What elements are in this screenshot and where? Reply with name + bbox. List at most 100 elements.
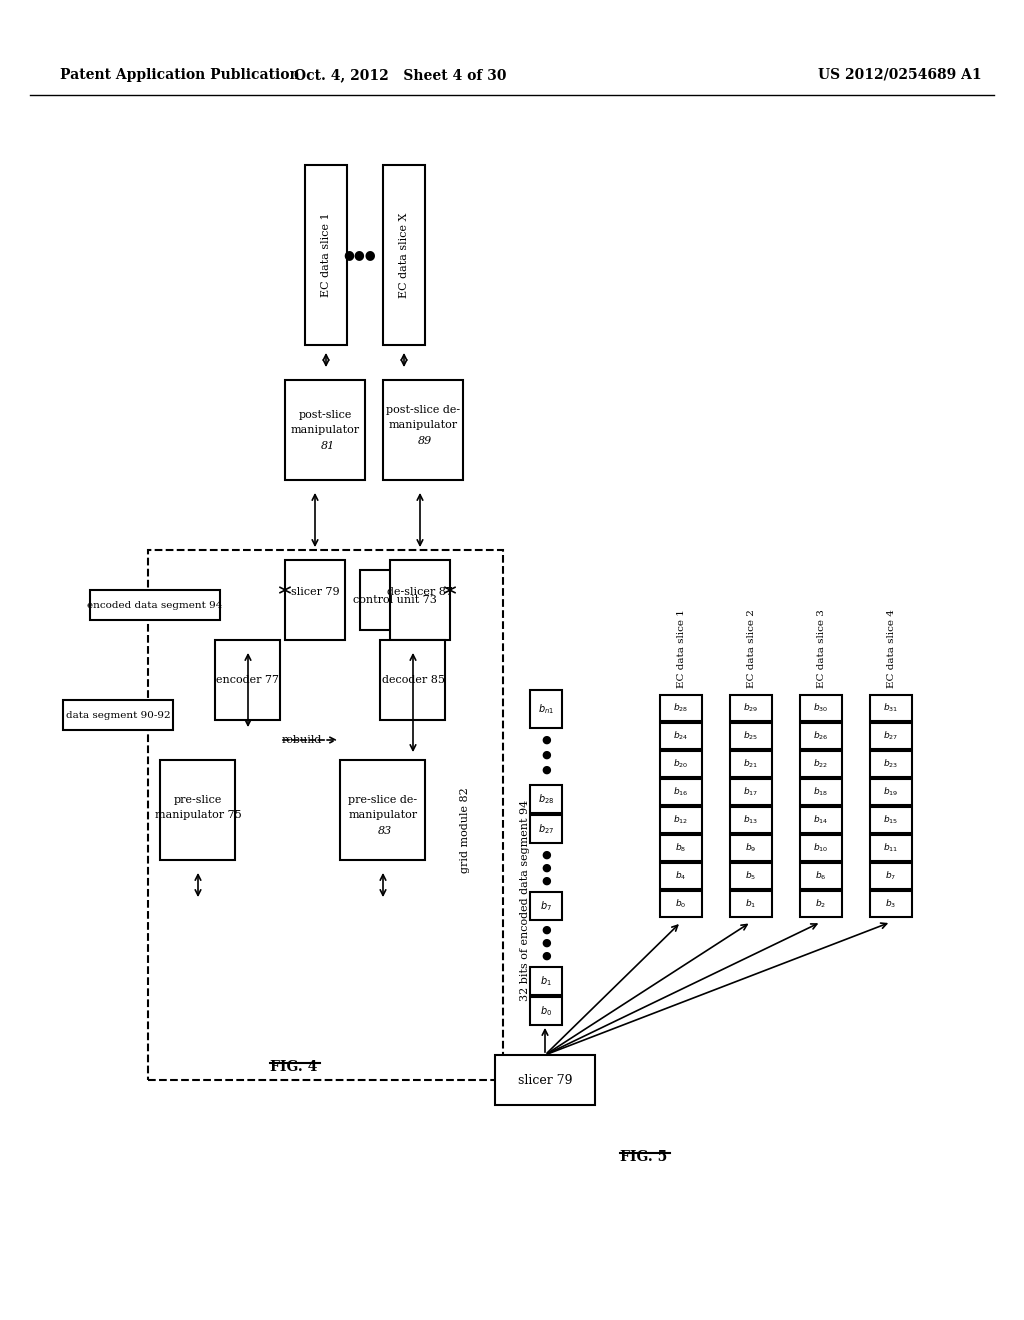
Text: EC data slice 2: EC data slice 2: [746, 609, 756, 688]
Text: $b_1$: $b_1$: [745, 898, 757, 911]
Text: $b_{27}$: $b_{27}$: [884, 730, 899, 742]
Text: EC data slice 4: EC data slice 4: [887, 609, 896, 688]
Text: slicer 79: slicer 79: [518, 1073, 572, 1086]
Bar: [160, 760, 234, 861]
Text: 81: 81: [321, 441, 335, 451]
Bar: [870, 723, 912, 748]
Text: EC data slice X: EC data slice X: [399, 213, 409, 298]
Text: $b_{20}$: $b_{20}$: [674, 758, 689, 771]
Bar: [383, 165, 425, 345]
Text: rebuild: rebuild: [282, 735, 323, 744]
Bar: [660, 723, 702, 748]
Text: $b_{13}$: $b_{13}$: [743, 813, 759, 826]
Text: manipulator: manipulator: [291, 425, 359, 436]
Text: EC data slice 1: EC data slice 1: [677, 609, 685, 688]
Text: $b_{16}$: $b_{16}$: [673, 785, 689, 799]
Bar: [530, 690, 562, 729]
Text: grid module 82: grid module 82: [460, 787, 470, 873]
Bar: [870, 836, 912, 861]
Text: $b_{26}$: $b_{26}$: [813, 730, 828, 742]
Text: pre-slice de-: pre-slice de-: [348, 795, 418, 805]
Text: $b_{23}$: $b_{23}$: [884, 758, 899, 771]
Text: $b_{15}$: $b_{15}$: [884, 813, 899, 826]
Bar: [530, 997, 562, 1026]
Text: ●: ●: [541, 850, 551, 861]
Text: $b_5$: $b_5$: [745, 870, 757, 882]
Text: $b_6$: $b_6$: [815, 870, 826, 882]
Bar: [800, 836, 842, 861]
Text: $b_{19}$: $b_{19}$: [884, 785, 899, 799]
Text: $b_{18}$: $b_{18}$: [813, 785, 828, 799]
Text: $b_3$: $b_3$: [886, 898, 897, 911]
Bar: [285, 560, 345, 640]
Text: 83: 83: [378, 826, 392, 836]
Bar: [800, 863, 842, 888]
Text: post-slice de-: post-slice de-: [386, 405, 460, 414]
Bar: [730, 696, 772, 721]
Text: $b_{10}$: $b_{10}$: [813, 842, 828, 854]
Text: ●: ●: [541, 876, 551, 886]
Text: $b_{25}$: $b_{25}$: [743, 730, 759, 742]
Text: Patent Application Publication: Patent Application Publication: [60, 69, 300, 82]
Bar: [390, 560, 450, 640]
Text: $b_{24}$: $b_{24}$: [674, 730, 689, 742]
Text: $b_{27}$: $b_{27}$: [538, 822, 554, 836]
Text: encoded data segment 94: encoded data segment 94: [87, 601, 222, 610]
Bar: [360, 570, 430, 630]
Text: ●: ●: [541, 925, 551, 935]
Bar: [660, 863, 702, 888]
Bar: [870, 891, 912, 917]
Text: ●: ●: [541, 750, 551, 760]
Text: ●: ●: [541, 863, 551, 873]
Bar: [660, 779, 702, 805]
Bar: [660, 836, 702, 861]
Text: ●: ●: [541, 950, 551, 961]
Bar: [800, 696, 842, 721]
Text: decoder 85: decoder 85: [382, 675, 444, 685]
Bar: [530, 892, 562, 920]
Text: manipulator: manipulator: [348, 810, 418, 820]
Bar: [340, 760, 425, 861]
Bar: [870, 807, 912, 833]
Text: FIG. 4: FIG. 4: [270, 1060, 317, 1074]
Text: $b_2$: $b_2$: [815, 898, 826, 911]
Text: EC data slice 3: EC data slice 3: [816, 609, 825, 688]
Text: encoder 77: encoder 77: [216, 675, 280, 685]
Text: de-slicer 87: de-slicer 87: [387, 587, 453, 597]
Bar: [800, 891, 842, 917]
Bar: [530, 814, 562, 843]
Text: $b_9$: $b_9$: [745, 842, 757, 854]
Bar: [800, 779, 842, 805]
Text: $b_0$: $b_0$: [540, 1005, 552, 1018]
Text: $b_1$: $b_1$: [540, 974, 552, 987]
Bar: [660, 751, 702, 777]
Text: manipulator: manipulator: [388, 420, 458, 430]
Bar: [800, 751, 842, 777]
Text: pre-slice: pre-slice: [174, 795, 222, 805]
Text: $b_{28}$: $b_{28}$: [674, 702, 688, 714]
Bar: [530, 785, 562, 813]
Bar: [215, 640, 280, 719]
Bar: [660, 807, 702, 833]
Bar: [90, 590, 220, 620]
Text: data segment 90-92: data segment 90-92: [66, 710, 170, 719]
Bar: [530, 968, 562, 995]
Bar: [285, 380, 365, 480]
Text: EC data slice 1: EC data slice 1: [321, 213, 331, 297]
Text: $b_{12}$: $b_{12}$: [674, 813, 688, 826]
Bar: [660, 891, 702, 917]
Bar: [870, 863, 912, 888]
Bar: [730, 779, 772, 805]
Text: $b_{31}$: $b_{31}$: [884, 702, 899, 714]
Text: $b_7$: $b_7$: [540, 899, 552, 913]
Bar: [730, 751, 772, 777]
Text: FIG. 5: FIG. 5: [620, 1150, 668, 1164]
Text: 32 bits of encoded data segment 94: 32 bits of encoded data segment 94: [520, 800, 530, 1001]
Text: $b_{n1}$: $b_{n1}$: [538, 702, 554, 715]
Text: control unit 73: control unit 73: [353, 595, 437, 605]
Text: $b_7$: $b_7$: [886, 870, 897, 882]
Text: ●●●: ●●●: [344, 248, 376, 261]
Bar: [305, 165, 347, 345]
Text: post-slice: post-slice: [298, 411, 351, 420]
Text: $b_{29}$: $b_{29}$: [743, 702, 759, 714]
